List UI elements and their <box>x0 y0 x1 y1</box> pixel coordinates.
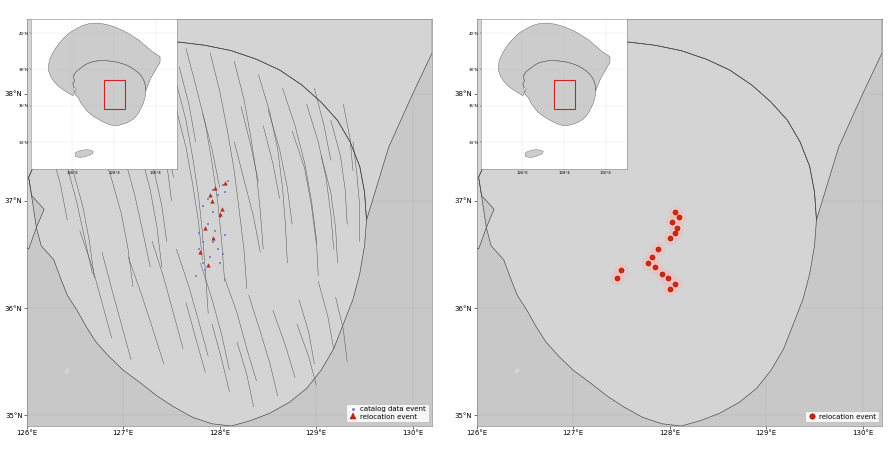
Point <box>645 253 659 260</box>
Point <box>667 208 682 215</box>
Polygon shape <box>365 0 882 249</box>
Point <box>667 229 682 237</box>
Point <box>206 187 220 194</box>
Point <box>673 213 687 220</box>
Point <box>217 188 232 196</box>
Point <box>201 221 216 228</box>
Point <box>670 224 684 232</box>
Point <box>216 181 230 188</box>
Point <box>661 274 675 282</box>
Point <box>655 270 669 277</box>
Point <box>667 229 682 237</box>
Point <box>208 227 222 235</box>
Polygon shape <box>0 0 432 249</box>
Point <box>655 270 669 277</box>
Point <box>201 262 216 269</box>
Point <box>206 235 220 242</box>
Point <box>196 238 210 245</box>
Point <box>645 253 659 260</box>
Point <box>609 274 624 282</box>
Point <box>193 249 208 256</box>
Point <box>667 281 682 288</box>
Point <box>651 245 666 253</box>
Point <box>614 267 628 274</box>
Point <box>192 245 206 253</box>
Point <box>198 224 212 232</box>
Polygon shape <box>478 42 816 426</box>
Point <box>203 253 217 260</box>
Point <box>211 192 225 199</box>
Point <box>216 250 230 258</box>
Point <box>673 213 687 220</box>
Point <box>663 285 677 293</box>
Point <box>211 245 225 253</box>
Point <box>208 184 222 192</box>
Point <box>667 281 682 288</box>
Point <box>663 285 677 293</box>
Point <box>667 208 682 215</box>
Point <box>642 259 656 267</box>
Polygon shape <box>29 42 366 426</box>
Point <box>661 274 675 282</box>
Point <box>648 263 662 271</box>
Point <box>217 232 232 239</box>
Point <box>645 253 659 260</box>
Point <box>663 285 677 293</box>
Point <box>665 219 679 226</box>
Point <box>192 229 206 237</box>
Point <box>655 270 669 277</box>
Point <box>665 219 679 226</box>
Point <box>205 197 219 205</box>
Point <box>213 210 227 217</box>
Point <box>651 245 666 253</box>
Point <box>663 235 677 242</box>
Point <box>651 245 666 253</box>
Point <box>648 263 662 271</box>
Point <box>667 229 682 237</box>
Point <box>198 267 212 274</box>
Point <box>206 238 220 245</box>
Point <box>189 272 203 280</box>
Point <box>642 259 656 267</box>
Point <box>220 178 234 185</box>
Point <box>201 195 216 202</box>
Point <box>213 213 227 220</box>
Point <box>196 259 210 267</box>
Legend: relocation event: relocation event <box>805 411 879 423</box>
Point <box>196 202 210 210</box>
Point <box>663 235 677 242</box>
Point <box>667 281 682 288</box>
Point <box>609 274 624 282</box>
Point <box>667 208 682 215</box>
Point <box>673 213 687 220</box>
Point <box>609 274 624 282</box>
Point <box>614 267 628 274</box>
Point <box>213 259 227 267</box>
Point <box>642 259 656 267</box>
Point <box>663 235 677 242</box>
Point <box>217 179 232 186</box>
Point <box>670 224 684 232</box>
Point <box>661 274 675 282</box>
Point <box>206 208 220 215</box>
Point <box>670 224 684 232</box>
Point <box>665 219 679 226</box>
Legend: catalog data event, relocation event: catalog data event, relocation event <box>347 404 429 423</box>
Point <box>203 192 217 199</box>
Point <box>614 267 628 274</box>
Point <box>648 263 662 271</box>
Point <box>215 206 229 213</box>
Polygon shape <box>513 367 520 375</box>
Polygon shape <box>63 367 70 375</box>
